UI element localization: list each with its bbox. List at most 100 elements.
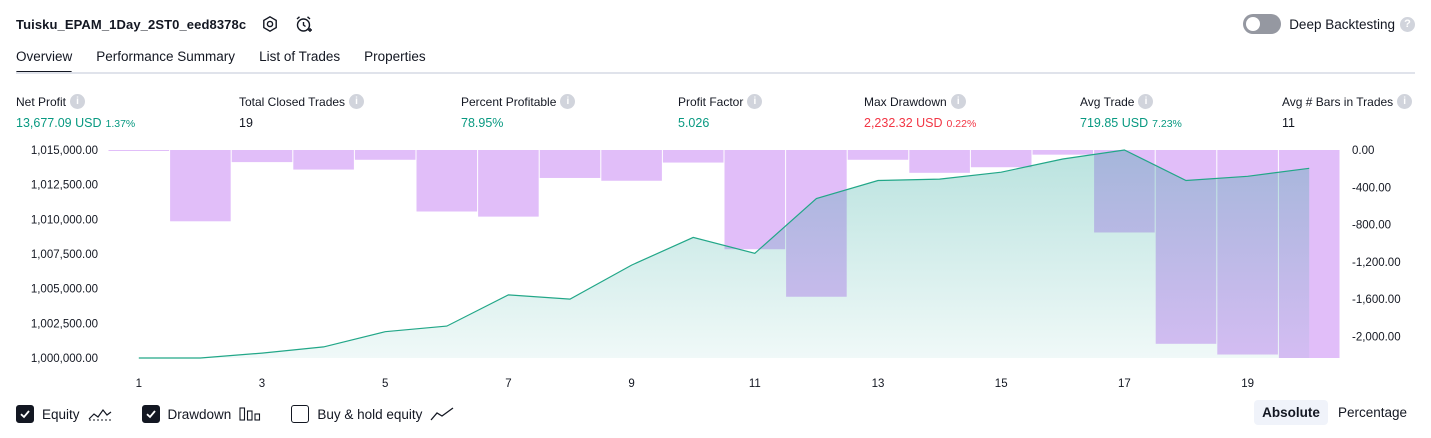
info-icon[interactable]: i	[349, 94, 365, 109]
x-axis-tick: 5	[382, 378, 388, 390]
metric-value: 2,232.32 USD	[864, 116, 943, 130]
percentage-button[interactable]: Percentage	[1337, 405, 1407, 420]
metric-avg-trade: Avg Trade i 719.85 USD 7.23%	[1080, 94, 1182, 130]
drawdown-bar	[293, 150, 354, 170]
drawdown-bar	[909, 150, 970, 173]
checkbox-checked-icon[interactable]	[16, 405, 34, 423]
metric-max-drawdown: Max Drawdown i 2,232.32 USD 0.22%	[864, 94, 976, 130]
drawdown-bar	[539, 150, 601, 178]
drawdown-bar	[416, 150, 478, 212]
strategy-header: Tuisku_EPAM_1Day_2ST0_eed8378c	[16, 13, 314, 35]
deep-backtesting-toggle[interactable]	[1243, 14, 1282, 34]
right-axis-tick: -1,200.00	[1352, 257, 1401, 269]
right-axis-tick: -2,000.00	[1352, 331, 1401, 343]
equity-line-icon	[88, 406, 112, 422]
x-axis-tick: 17	[1118, 378, 1131, 390]
info-icon[interactable]: i	[1397, 94, 1413, 109]
drawdown-bar	[1032, 150, 1094, 155]
equity-area	[138, 150, 1310, 358]
left-axis-tick: 1,000,000.00	[31, 353, 98, 365]
metric-value: 78.95%	[461, 116, 504, 130]
drawdown-bar	[354, 150, 416, 160]
checkbox-unchecked-icon[interactable]	[291, 405, 310, 423]
deep-backtesting-label: Deep Backtesting	[1289, 16, 1395, 32]
metric-percent: 1.37%	[105, 118, 136, 130]
metric-label: Profit Factor	[678, 94, 744, 109]
checkbox-checked-icon[interactable]	[141, 405, 160, 423]
metric-label: Total Closed Trades	[239, 94, 346, 109]
help-icon[interactable]: ?	[1400, 16, 1415, 32]
metric-net-profit: Net Profit i 13,677.09 USD 1.37%	[16, 94, 135, 130]
tab-properties[interactable]: Properties	[364, 49, 426, 64]
right-axis-tick: 0.00	[1352, 145, 1374, 157]
legend-equity[interactable]: Equity	[16, 405, 112, 423]
metric-percent: 7.23%	[1152, 118, 1182, 130]
left-axis-tick: 1,012,500.00	[31, 180, 98, 192]
metric-avg-bars-in-trades: Avg # Bars in Trades i 11	[1282, 94, 1413, 130]
toggle-knob	[1246, 17, 1261, 31]
left-axis-tick: 1,007,500.00	[31, 249, 98, 261]
legend-label: Drawdown	[167, 406, 232, 422]
metric-value: 719.85 USD	[1080, 116, 1149, 130]
x-axis-tick: 19	[1241, 378, 1254, 390]
drawdown-bar	[170, 150, 231, 222]
left-axis-tick: 1,005,000.00	[31, 284, 98, 296]
tabs-divider	[16, 72, 1415, 74]
x-axis-tick: 9	[628, 378, 634, 390]
gear-icon[interactable]	[260, 14, 280, 34]
drawdown-bar	[231, 150, 293, 163]
right-axis-tick: -800.00	[1352, 220, 1391, 232]
tab-overview[interactable]: Overview	[16, 46, 73, 74]
metric-label: Max Drawdown	[864, 94, 947, 109]
metric-label: Percent Profitable	[461, 94, 557, 109]
info-icon[interactable]: i	[747, 94, 763, 109]
alarm-clock-plus-icon[interactable]	[294, 14, 314, 34]
metric-value: 11	[1282, 116, 1295, 130]
info-icon[interactable]: i	[70, 94, 86, 109]
x-axis-tick: 13	[872, 378, 885, 390]
buy-hold-line-icon	[430, 406, 454, 422]
x-axis-tick: 1	[136, 378, 142, 390]
equity-line	[138, 149, 1310, 359]
x-axis-tick: 3	[259, 378, 265, 390]
equity-drawdown-chart[interactable]: 1,015,000.00 1,012,500.00 1,010,000.00 1,00…	[0, 138, 1431, 396]
x-axis-tick: 11	[749, 378, 761, 390]
scale-mode: Absolute Percentage	[1252, 400, 1415, 425]
drawdown-bar	[847, 150, 909, 160]
tab-performance-summary[interactable]: Performance Summary	[96, 49, 236, 64]
left-axis-tick: 1,015,000.00	[31, 145, 98, 157]
right-axis-tick: -400.00	[1352, 182, 1391, 194]
left-axis-tick: 1,010,000.00	[31, 214, 98, 226]
deep-backtesting: Deep Backtesting ?	[1243, 13, 1415, 35]
metric-label: Net Profit	[16, 94, 67, 109]
tab-list-of-trades[interactable]: List of Trades	[259, 49, 341, 64]
drawdown-bar	[478, 150, 539, 217]
metric-value: 5.026	[678, 116, 710, 130]
metric-total-closed-trades: Total Closed Trades i 19	[239, 94, 365, 130]
info-icon[interactable]: i	[1138, 94, 1154, 109]
drawdown-bar	[970, 150, 1032, 168]
metric-label: Avg # Bars in Trades	[1282, 94, 1394, 109]
report-tabs: Overview Performance Summary List of Tra…	[16, 46, 450, 74]
metric-percent: 0.22%	[946, 118, 977, 130]
left-axis-tick: 1,002,500.00	[31, 318, 98, 330]
right-axis-tick: -1,600.00	[1352, 294, 1401, 306]
absolute-button[interactable]: Absolute	[1254, 400, 1328, 425]
metric-profit-factor: Profit Factor i 5.026	[678, 94, 763, 130]
drawdown-bar	[662, 150, 724, 163]
metric-value: 19	[239, 116, 253, 130]
legend-drawdown[interactable]: Drawdown	[141, 405, 262, 423]
metric-label: Avg Trade	[1080, 94, 1135, 109]
legend-buy-hold-equity[interactable]: Buy & hold equity	[291, 405, 454, 423]
drawdown-bar	[724, 150, 786, 250]
drawdown-bars-icon	[239, 406, 261, 422]
chart-legend: Equity Drawdown Buy & hold equity	[16, 404, 484, 424]
strategy-name: Tuisku_EPAM_1Day_2ST0_eed8378c	[16, 16, 247, 32]
legend-label: Buy & hold equity	[317, 406, 423, 422]
metric-percent-profitable: Percent Profitable i 78.95%	[461, 94, 576, 130]
x-axis-tick: 7	[505, 378, 511, 390]
info-icon[interactable]: i	[560, 94, 576, 109]
metric-value: 13,677.09 USD	[16, 116, 102, 130]
drawdown-bar	[108, 150, 170, 151]
info-icon[interactable]: i	[950, 94, 966, 109]
